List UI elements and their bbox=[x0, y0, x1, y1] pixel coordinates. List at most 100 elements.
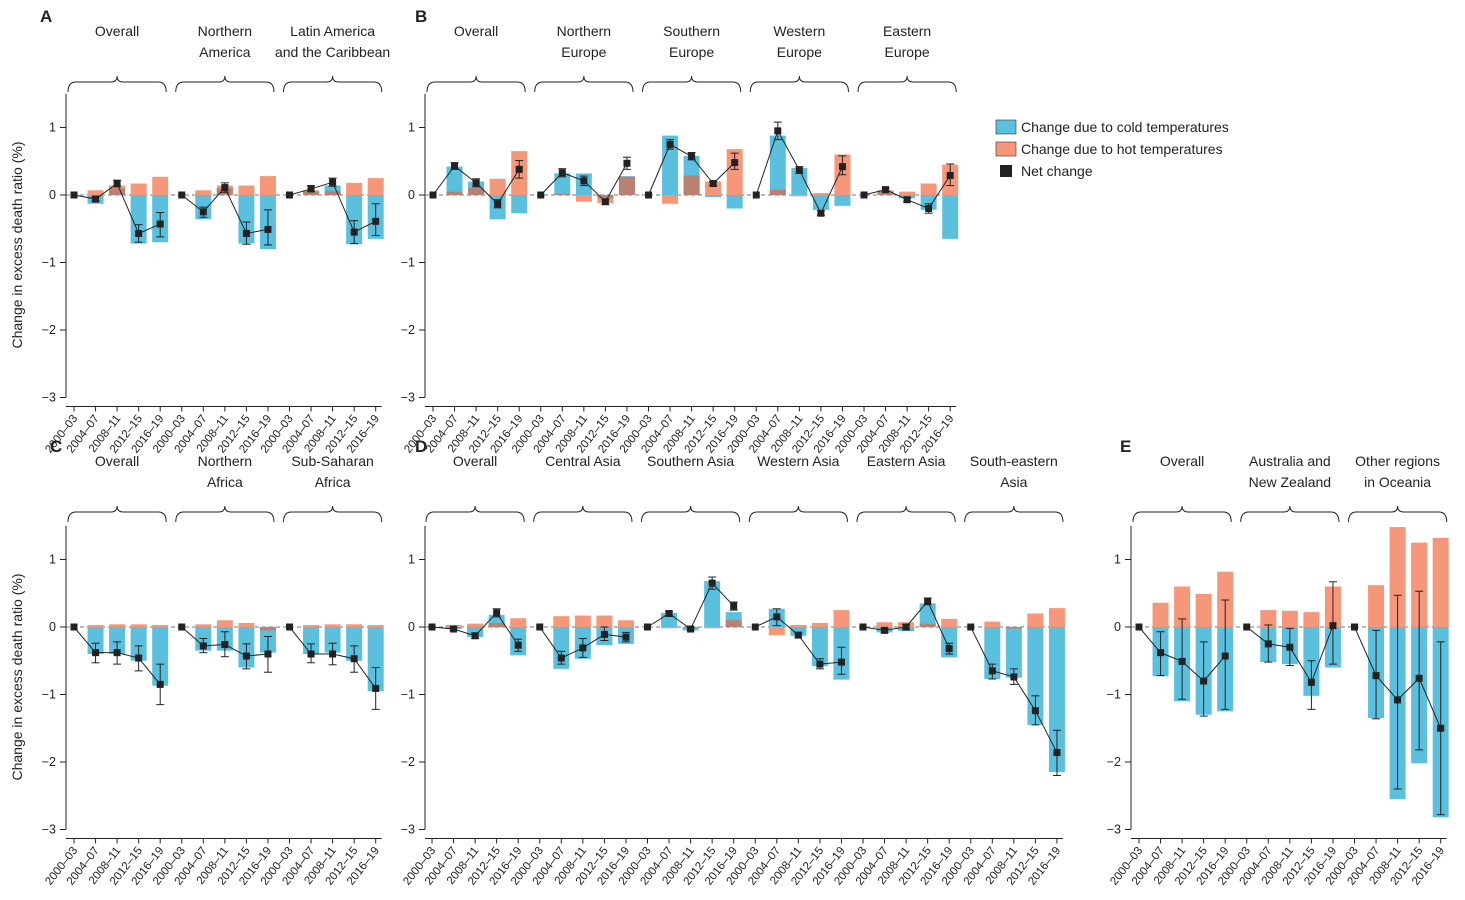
overlap-bar bbox=[259, 627, 276, 631]
net-marker bbox=[1307, 678, 1315, 686]
hot-bar bbox=[1217, 571, 1234, 627]
cold-bar bbox=[941, 627, 958, 658]
group-brace bbox=[67, 505, 167, 523]
group-label: Latin America bbox=[290, 23, 375, 39]
net-marker bbox=[688, 153, 696, 161]
cold-bar bbox=[511, 195, 528, 214]
net-marker bbox=[178, 623, 186, 631]
hot-bar bbox=[259, 176, 276, 195]
net-marker bbox=[450, 625, 458, 633]
hot-bar bbox=[346, 624, 363, 627]
net-marker bbox=[1135, 623, 1143, 631]
net-marker bbox=[1415, 674, 1423, 682]
overlap-bar bbox=[725, 620, 742, 627]
y-axis-title-bottom: Change in excess death ratio (%) bbox=[9, 574, 25, 781]
panel-a: A10−1−2−3Overall2000–032004–072008–11201… bbox=[40, 7, 390, 456]
net-marker bbox=[967, 623, 975, 631]
net-marker bbox=[946, 171, 954, 179]
group-brace bbox=[642, 75, 742, 93]
net-marker bbox=[514, 641, 522, 649]
hot-bar bbox=[489, 178, 506, 195]
net-marker bbox=[1243, 623, 1251, 631]
net-marker bbox=[372, 684, 380, 692]
net-marker bbox=[666, 140, 674, 148]
group-brace bbox=[856, 505, 956, 523]
net-marker bbox=[1010, 673, 1018, 681]
overlap-bar bbox=[468, 188, 485, 195]
net-marker bbox=[156, 220, 164, 228]
cold-bar bbox=[238, 195, 255, 244]
group-label: Northern bbox=[198, 23, 252, 39]
group-label: South-eastern bbox=[970, 453, 1058, 469]
group-label: Australia and bbox=[1249, 453, 1331, 469]
group-brace bbox=[283, 505, 383, 523]
net-marker bbox=[350, 655, 358, 663]
cold-bar bbox=[130, 627, 147, 661]
net-marker bbox=[1053, 749, 1061, 757]
group-label: Northern bbox=[198, 453, 252, 469]
group-brace bbox=[1348, 505, 1448, 523]
net-marker bbox=[752, 191, 760, 199]
group-label: Europe bbox=[777, 44, 822, 60]
hot-bar bbox=[1432, 537, 1449, 627]
cold-bar bbox=[346, 195, 363, 245]
cold-bar bbox=[811, 627, 828, 667]
overlap-bar bbox=[1005, 627, 1022, 629]
net-marker bbox=[451, 162, 459, 170]
net-marker bbox=[600, 630, 608, 638]
net-line bbox=[647, 582, 735, 630]
net-marker bbox=[1351, 623, 1358, 631]
hot-bar bbox=[130, 624, 147, 627]
hot-bar bbox=[1195, 593, 1212, 627]
net-marker bbox=[925, 205, 933, 212]
net-marker bbox=[1372, 672, 1380, 680]
overlap-bar bbox=[683, 175, 700, 195]
net-marker bbox=[329, 650, 337, 658]
cold-bar bbox=[367, 627, 384, 692]
cold-bar bbox=[984, 627, 1001, 679]
group-label: Europe bbox=[669, 44, 714, 60]
group-brace bbox=[425, 505, 525, 523]
group-label: Southern bbox=[663, 23, 720, 39]
hot-bar bbox=[1174, 586, 1191, 627]
y-tick-label: 0 bbox=[408, 188, 415, 202]
net-marker bbox=[903, 196, 911, 204]
legend-swatch-hot bbox=[995, 141, 1017, 157]
cold-bar bbox=[346, 627, 363, 661]
net-marker bbox=[264, 225, 272, 233]
net-marker bbox=[988, 667, 996, 675]
hot-bar bbox=[1303, 612, 1320, 627]
hot-bar bbox=[1368, 585, 1385, 627]
hot-bar bbox=[1152, 602, 1169, 627]
cold-bar bbox=[919, 603, 936, 627]
legend-label-net: Net change bbox=[1021, 163, 1093, 179]
group-label: Africa bbox=[207, 474, 243, 490]
y-axis-title-top: Change in excess death ratio (%) bbox=[9, 142, 25, 349]
hot-bar bbox=[596, 615, 613, 627]
net-marker bbox=[795, 166, 803, 174]
net-marker bbox=[837, 658, 845, 666]
cold-bar bbox=[152, 627, 169, 686]
hot-bar bbox=[1389, 527, 1406, 627]
cold-bar bbox=[1048, 627, 1065, 773]
hot-bar bbox=[768, 627, 785, 636]
net-marker bbox=[135, 229, 143, 237]
group-brace bbox=[641, 505, 741, 523]
group-brace bbox=[1240, 505, 1340, 523]
hot-bar bbox=[705, 181, 722, 195]
hot-bar bbox=[790, 624, 807, 627]
cold-bar bbox=[834, 195, 851, 206]
net-marker bbox=[199, 642, 207, 650]
net-marker bbox=[623, 159, 631, 167]
net-marker bbox=[1329, 622, 1337, 630]
net-marker bbox=[536, 623, 544, 631]
hot-bar bbox=[876, 622, 893, 627]
net-marker bbox=[1221, 652, 1229, 660]
legend-label-hot: Change due to hot temperatures bbox=[1021, 141, 1223, 157]
hot-bar bbox=[661, 627, 678, 629]
net-marker bbox=[709, 180, 717, 188]
hot-bar bbox=[984, 621, 1001, 627]
overlap-bar bbox=[919, 623, 936, 627]
panel-d: D10−1−2−3Overall2000–032004–072008–11201… bbox=[401, 437, 1065, 888]
panel-e: E10−1−2−3Overall2000–032004–072008–11201… bbox=[1107, 437, 1449, 888]
